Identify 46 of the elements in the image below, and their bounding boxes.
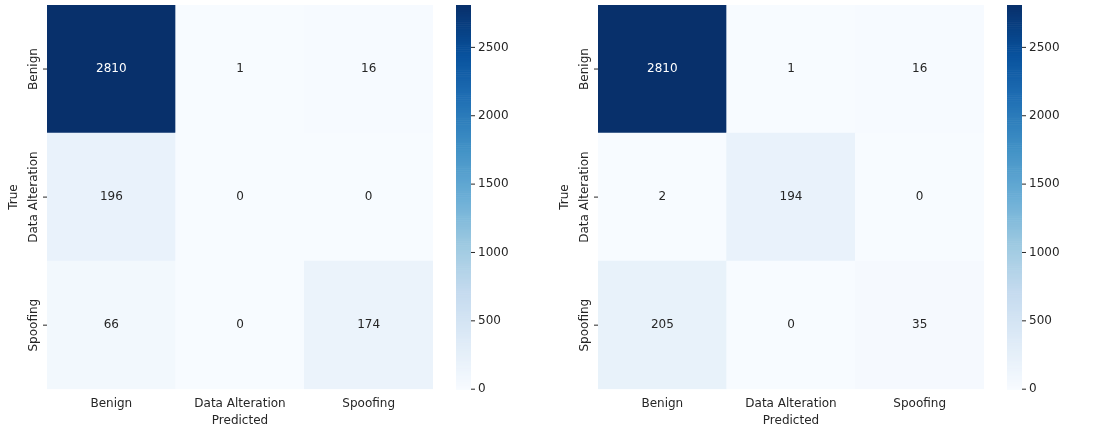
data-label: 205 [650,317,674,332]
x-axis-title: Predicted [762,412,820,427]
color-bar-label: 2500 [1029,39,1060,54]
data-label: 174 [357,317,381,332]
y-tick-label: Data Alteration [577,151,592,243]
color-bar-label: 2000 [1029,107,1060,122]
x-tick-label: Benign [90,395,133,410]
color-bar-label: 1000 [1029,244,1060,259]
y-tick-label: Benign [577,48,592,90]
color-bar-label: 0 [1029,381,1037,396]
data-label: 2 [658,189,667,204]
data-label: 0 [787,317,795,332]
data-label: 35 [912,317,928,332]
color-bar-label: 500 [1029,312,1052,327]
data-label: 66 [103,317,119,332]
data-label: 0 [915,189,924,204]
data-label: 2810 [647,61,678,76]
x-tick-label: Data Alteration [745,395,837,410]
data-label: 0 [236,189,244,204]
data-label: 194 [779,189,803,204]
data-label: 0 [364,189,373,204]
color-bar-label: 500 [478,312,501,327]
color-bar-label: 2000 [478,107,509,122]
data-label: 2810 [96,61,127,76]
data-label: 0 [236,317,244,332]
y-tick-label: Spoofing [26,298,41,352]
y-tick-label: Benign [26,48,41,90]
data-label: 196 [99,189,123,204]
data-label: 1 [787,61,795,76]
data-label: 16 [912,61,928,76]
color-bar-label: 0 [478,381,486,396]
x-tick-label: Benign [641,395,684,410]
x-tick-label: Spoofing [893,395,947,410]
y-tick-label: Data Alteration [26,151,41,243]
y-tick-label: Spoofing [577,298,592,352]
data-label: 1 [236,61,244,76]
data-label: 16 [361,61,377,76]
color-bar-label: 1500 [1029,176,1060,191]
color-bar-label: 1000 [478,244,509,259]
x-tick-label: Data Alteration [194,395,286,410]
y-axis-title: True [6,184,21,211]
x-axis-title: Predicted [211,412,269,427]
x-tick-label: Spoofing [342,395,396,410]
y-axis-title: True [557,184,572,211]
color-bar-label: 1500 [478,176,509,191]
color-bar-label: 2500 [478,39,509,54]
